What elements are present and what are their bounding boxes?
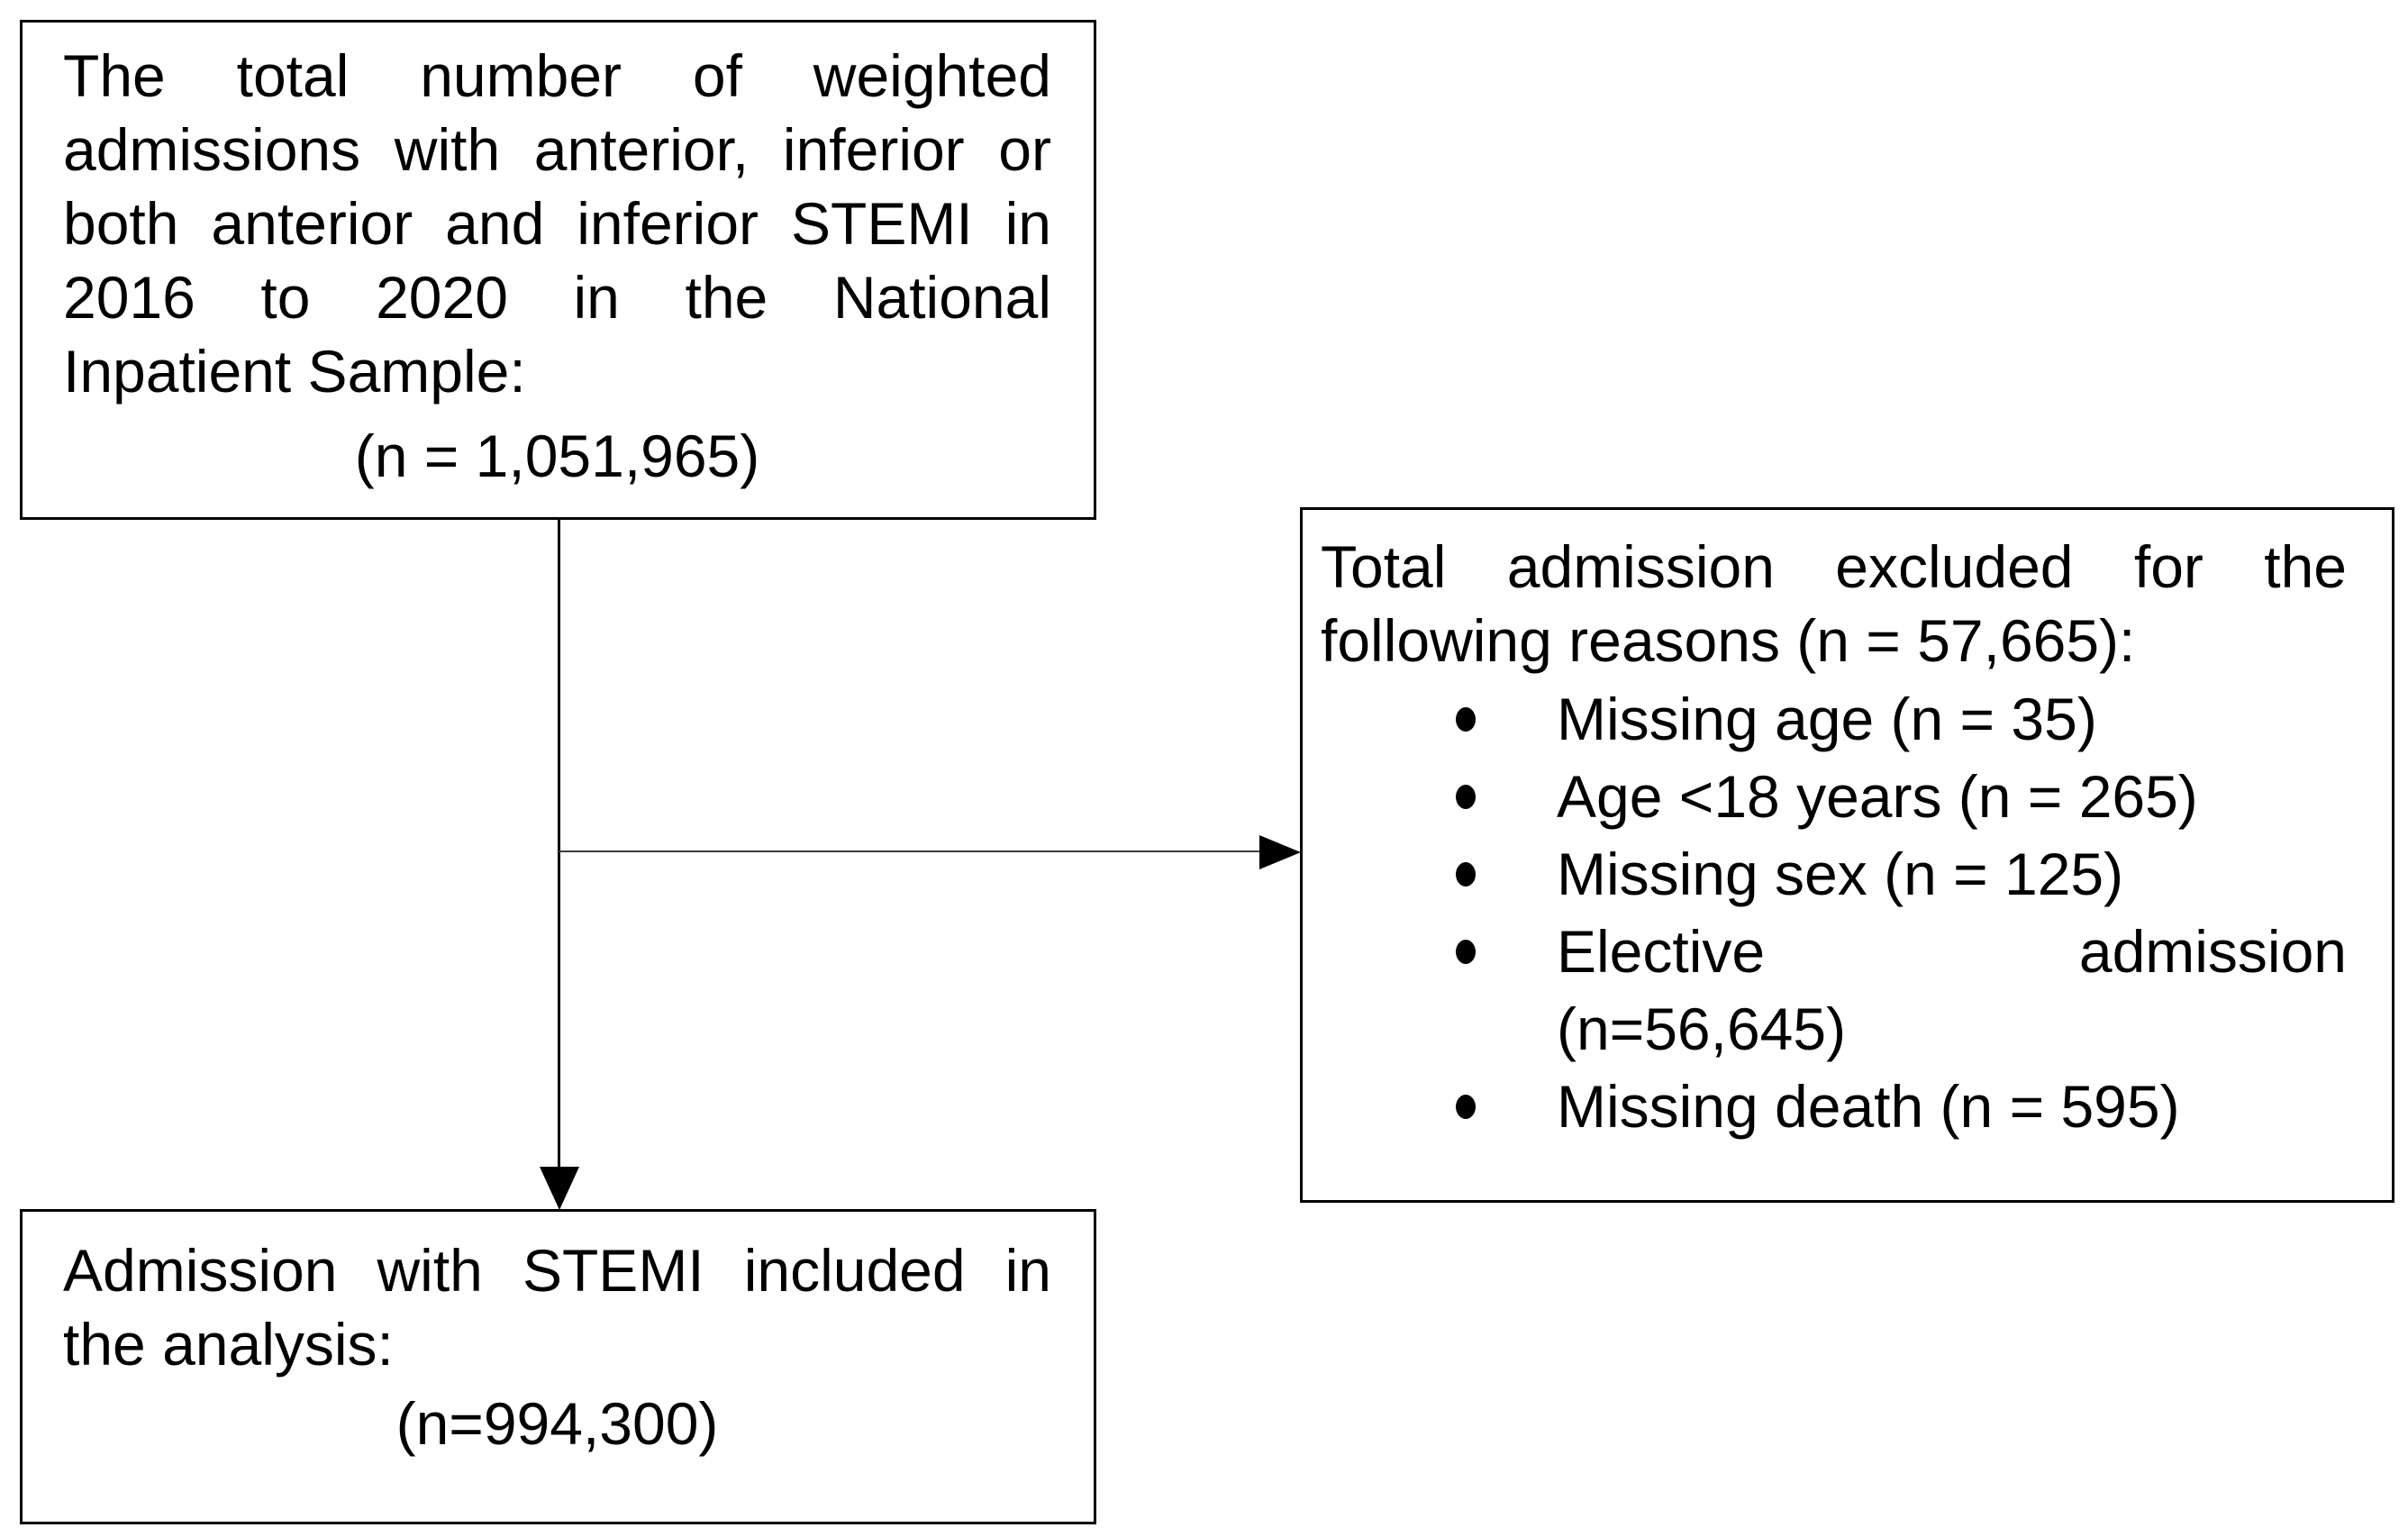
included-admissions-n-value: (n=994,300) <box>395 1390 719 1457</box>
total-admissions-line-3: both anterior and inferior STEMI in <box>63 190 1051 257</box>
excluded-reason-age-under-18: Age <18 years (n = 265) <box>1321 758 2347 835</box>
excluded-reason-elective-admission: Elective admission (n=56,645) <box>1321 913 2347 1068</box>
excluded-reason-text: Missing death (n = 595) <box>1557 1073 2180 1140</box>
excluded-reason-text: Age <18 years (n = 265) <box>1557 763 2198 830</box>
excluded-reason-text: Missing age (n = 35) <box>1557 686 2097 752</box>
excluded-admissions-box: Total admission excluded for the followi… <box>1300 507 2394 1203</box>
bullet-marker <box>1456 785 1476 809</box>
excluded-reason-missing-sex: Missing sex (n = 125) <box>1321 835 2347 913</box>
total-admissions-line-5: Inpatient Sample: <box>63 338 526 405</box>
bullet-marker <box>1456 1095 1476 1119</box>
bullet-marker <box>1456 862 1476 887</box>
connector-line-down <box>558 520 560 1168</box>
arrow-down-icon <box>540 1167 579 1210</box>
arrow-right-icon <box>1259 835 1301 869</box>
included-admissions-line-2: the analysis: <box>63 1311 394 1378</box>
total-admissions-line-1: The total number of weighted <box>63 42 1051 109</box>
bullet-marker <box>1456 707 1476 732</box>
excluded-reason-text: Elective admission <box>1557 918 2347 985</box>
excluded-intro-line-2: following reasons (n = 57,665): <box>1321 607 2136 674</box>
excluded-reason-missing-death: Missing death (n = 595) <box>1321 1068 2347 1145</box>
included-admissions-box: Admission with STEMI included in the ana… <box>20 1209 1096 1524</box>
total-admissions-line-2: admissions with anterior, inferior or <box>63 116 1051 183</box>
total-admissions-n-value: (n = 1,051,965) <box>354 423 760 489</box>
bullet-marker <box>1456 940 1476 964</box>
excluded-intro-line-1: Total admission excluded for the <box>1321 533 2347 600</box>
excluded-reason-n-value: (n=56,645) <box>1557 996 1847 1062</box>
total-admissions-line-4: 2016 to 2020 in the National <box>63 264 1051 331</box>
excluded-reasons-list: Missing age (n = 35) Age <18 years (n = … <box>1321 680 2347 1145</box>
included-admissions-line-1: Admission with STEMI included in <box>63 1237 1051 1304</box>
total-admissions-box: The total number of weighted admissions … <box>20 20 1096 520</box>
excluded-reason-text: Missing sex (n = 125) <box>1557 841 2124 907</box>
excluded-reason-missing-age: Missing age (n = 35) <box>1321 680 2347 758</box>
connector-line-right <box>559 850 1260 852</box>
